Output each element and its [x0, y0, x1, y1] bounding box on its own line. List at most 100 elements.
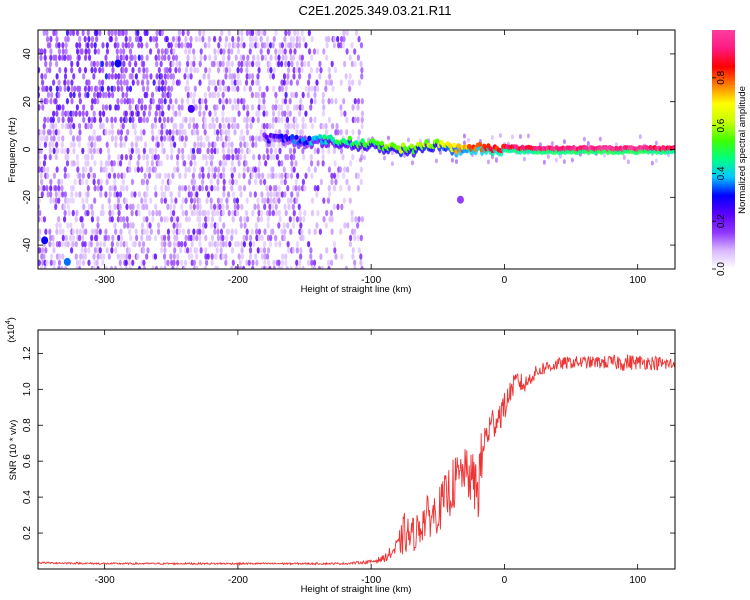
spectrogram-cell: [240, 240, 244, 248]
spectrogram-cell: [313, 228, 317, 235]
spectrogram-cell: [127, 259, 132, 266]
spectrogram-cell: [142, 178, 146, 186]
spectrogram-cell: [327, 166, 332, 173]
spectrogram-cell: [226, 191, 231, 198]
spectrogram-cell: [210, 240, 214, 248]
spectrogram-cell: [55, 166, 59, 173]
spectrogram-cell: [171, 135, 175, 142]
spectrogram-cell: [170, 259, 174, 266]
spectrogram-cell: [121, 122, 125, 130]
spectrogram-cell: [241, 135, 246, 142]
spectrogram-cell: [58, 66, 62, 74]
spectrogram-cell: [236, 35, 241, 43]
spectrogram-cell: [129, 153, 133, 161]
spectrogram-cell: [242, 116, 247, 124]
spectrogram-cell: [113, 191, 117, 198]
spectrogram-cell: [99, 147, 103, 155]
spectrogram-cell: [195, 253, 199, 260]
spectrogram-cell: [95, 30, 99, 37]
spectrogram-cell: [54, 30, 58, 37]
spectrogram-cell: [330, 60, 334, 68]
spectrogram-cell: [329, 209, 333, 217]
spectrogram-cell: [54, 185, 58, 192]
spectrogram-cell: [288, 147, 293, 155]
spectrogram-cell: [266, 247, 271, 254]
spectrogram-cell: [159, 216, 164, 223]
spectrogram-cell: [255, 60, 259, 68]
spectrogram-cell: [327, 116, 331, 124]
spectrogram-cell: [125, 253, 129, 260]
spectrogram-cell: [233, 42, 238, 49]
spectrogram-cell: [290, 191, 294, 198]
spectrogram-cell: [140, 234, 144, 242]
spectrogram-cell: [210, 234, 215, 242]
spectrogram-cell: [62, 147, 67, 155]
spectrogram-cell: [339, 185, 343, 192]
spectrogram-cell: [54, 153, 58, 161]
spectrogram-cell: [75, 209, 79, 217]
spectrogram-cell: [204, 185, 209, 192]
spectrogram-cell: [297, 185, 301, 192]
spectrogram-cell: [274, 104, 278, 111]
spectrogram-cell: [192, 122, 196, 130]
spectrogram-cell: [248, 240, 253, 248]
spectrogram-cell: [195, 66, 200, 74]
spectrogram-cell: [155, 73, 159, 80]
spectrogram-cell: [124, 197, 128, 204]
spectrogram-cell: [358, 157, 362, 163]
spectrogram-cell: [156, 141, 160, 148]
spectrogram-cell: [313, 147, 317, 155]
spectrogram-cell: [187, 122, 191, 130]
spectrogram-cell: [172, 228, 176, 235]
spectrogram-cell: [238, 135, 243, 142]
spectrogram-cell: [192, 259, 196, 266]
spectrogram-cell: [522, 156, 526, 162]
spectrogram-cell: [171, 129, 175, 136]
spectrogram-cell: [265, 42, 270, 49]
spectrogram-cell: [131, 203, 135, 211]
spectrogram-cell: [240, 147, 244, 155]
spectrogram-cell: [259, 48, 263, 55]
spectrogram-cell: [357, 216, 361, 223]
spectrogram-cell: [327, 185, 331, 192]
spectrogram-cell: [298, 265, 302, 269]
spectrogram-cell: [89, 240, 93, 248]
spectrogram-cell: [101, 259, 105, 266]
spectrogram-cell: [101, 209, 105, 217]
spectrogram-cell: [227, 30, 231, 37]
spectrogram-cell: [286, 153, 290, 161]
spectrogram-cell: [210, 153, 214, 161]
spectrogram-cell: [215, 147, 220, 155]
spectrogram-cell: [118, 259, 122, 266]
spectrogram-cell: [110, 216, 114, 223]
spectrogram-cell: [119, 234, 124, 242]
spectrogram-cell: [251, 265, 255, 269]
spectrogram-cell: [234, 147, 238, 155]
spectrogram-cell: [58, 54, 62, 61]
spectrogram-cell: [175, 228, 179, 235]
spectrogram-cell: [114, 228, 118, 235]
spectrogram-cell: [43, 153, 47, 161]
spectrogram-cell: [240, 35, 244, 43]
spectrogram-cell: [40, 178, 44, 186]
spectrogram-cell: [163, 54, 167, 61]
spectrogram-cell: [230, 48, 234, 55]
spectrogram-cell: [171, 172, 175, 179]
spectrogram-cell: [101, 203, 105, 211]
spectrogram-cell: [350, 228, 355, 235]
spectrogram-cell: [256, 91, 260, 99]
spectrogram-cell: [222, 85, 227, 92]
spectrogram-cell: [255, 234, 259, 242]
spectrogram-cell: [180, 185, 185, 192]
spectrogram-cell: [206, 147, 210, 155]
spectrogram-cell: [116, 129, 121, 136]
spectrogram-cell: [194, 247, 199, 254]
spectrogram-cell: [309, 104, 313, 111]
spectrogram-cell: [108, 191, 112, 198]
spectrogram-cell: [81, 147, 85, 155]
spectrogram-cell: [285, 129, 290, 136]
spectrogram-cell: [204, 122, 208, 130]
spectrogram-cell: [142, 129, 146, 136]
spectrogram-cell: [116, 172, 121, 179]
spectrogram-cell: [224, 253, 228, 260]
